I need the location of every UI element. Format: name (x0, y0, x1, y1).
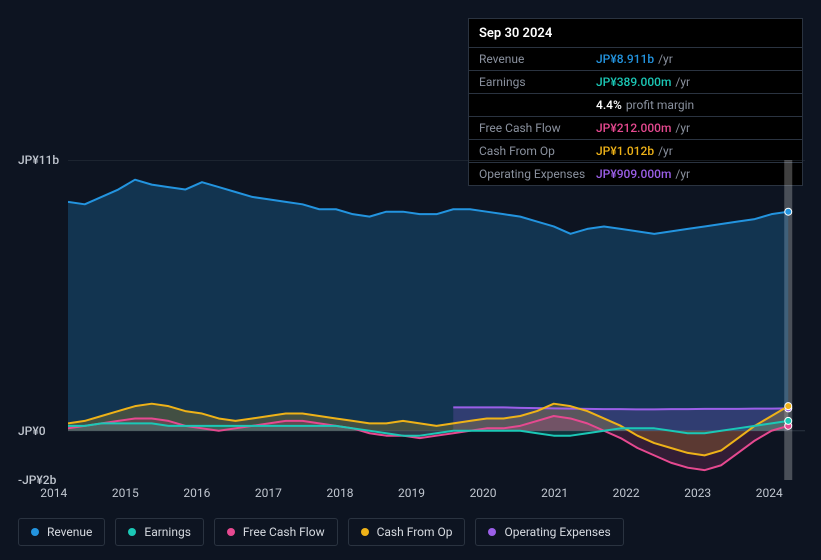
x-axis-label: 2017 (233, 486, 305, 500)
tooltip-row: RevenueJP¥8.911b/yr (469, 48, 802, 71)
x-axis-label: 2022 (590, 486, 662, 500)
legend-label: Free Cash Flow (243, 525, 325, 539)
tooltip-row: 4.4% profit margin (469, 94, 802, 117)
tooltip-value: 4.4% (596, 98, 622, 112)
x-axis-label: 2021 (519, 486, 591, 500)
tooltip-date: Sep 30 2024 (469, 19, 802, 48)
tooltip-value: JP¥212.000m (596, 121, 671, 135)
legend-item[interactable]: Earnings (115, 518, 204, 546)
legend-item[interactable]: Free Cash Flow (214, 518, 338, 546)
legend-item[interactable]: Revenue (18, 518, 105, 546)
legend-item[interactable]: Cash From Op (348, 518, 466, 546)
tooltip-label: Cash From Op (479, 144, 596, 158)
legend-label: Earnings (144, 525, 191, 539)
x-axis-label: 2019 (376, 486, 448, 500)
tooltip-value: JP¥8.911b (596, 52, 654, 66)
tooltip-unit: /yr (675, 121, 690, 135)
legend-dot-icon (128, 528, 136, 536)
legend-item[interactable]: Operating Expenses (475, 518, 623, 546)
tooltip-label: Earnings (479, 75, 596, 89)
y-axis-label: JP¥0 (18, 424, 46, 438)
legend-dot-icon (361, 528, 369, 536)
x-axis-label: 2018 (304, 486, 376, 500)
tooltip-label: Revenue (479, 52, 596, 66)
legend-label: Cash From Op (377, 525, 453, 539)
financials-line-chart[interactable] (68, 160, 805, 480)
tooltip-value: JP¥389.000m (596, 75, 671, 89)
x-axis-label: 2015 (90, 486, 162, 500)
tooltip-unit: /yr (675, 75, 690, 89)
tooltip-unit: profit margin (626, 98, 694, 112)
tooltip-value: JP¥1.012b (596, 144, 654, 158)
tooltip-unit: /yr (658, 144, 673, 158)
legend-dot-icon (227, 528, 235, 536)
chart-area: JP¥11bJP¥0-JP¥2b (18, 160, 805, 480)
tooltip-row: EarningsJP¥389.000m/yr (469, 71, 802, 94)
legend-label: Operating Expenses (504, 525, 610, 539)
legend-dot-icon (31, 528, 39, 536)
legend-label: Revenue (47, 525, 92, 539)
tooltip-label: Free Cash Flow (479, 121, 596, 135)
x-axis-label: 2023 (662, 486, 734, 500)
x-axis-label: 2014 (18, 486, 90, 500)
x-axis-label: 2024 (733, 486, 805, 500)
chart-legend: Revenue Earnings Free Cash Flow Cash From O… (18, 518, 624, 546)
x-axis-label: 2020 (447, 486, 519, 500)
x-axis-label: 2016 (161, 486, 233, 500)
tooltip-unit: /yr (658, 52, 673, 66)
tooltip-label (479, 98, 596, 112)
legend-dot-icon (488, 528, 496, 536)
y-axis-label: JP¥11b (18, 153, 59, 167)
y-axis-label: -JP¥2b (18, 473, 56, 487)
tooltip-row: Free Cash FlowJP¥212.000m/yr (469, 117, 802, 140)
x-axis: 2014201520162017201820192020202120222023… (18, 486, 805, 500)
